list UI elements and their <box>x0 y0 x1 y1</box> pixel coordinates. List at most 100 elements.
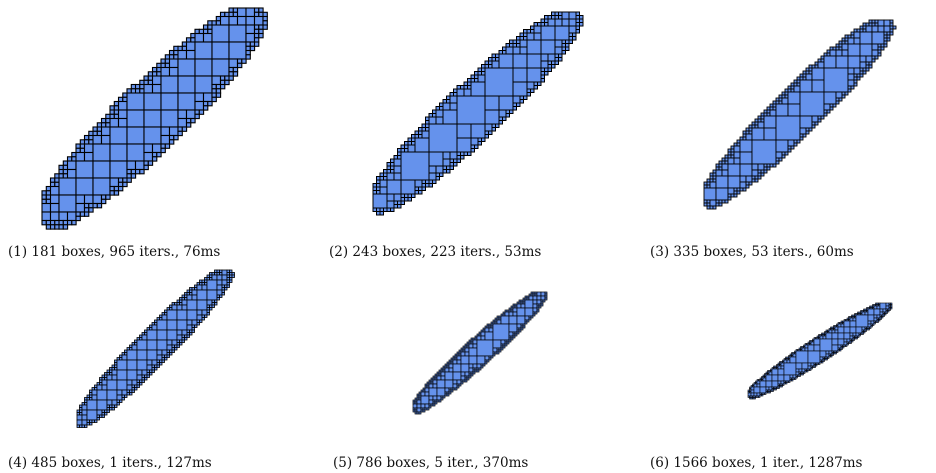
subdivision-box <box>194 58 213 77</box>
subdivision-box <box>505 113 510 118</box>
panel-3-caption: (3) 335 boxes, 53 iters., 60ms <box>650 244 854 260</box>
subdivision-box <box>840 347 843 350</box>
subdivision-box <box>498 120 503 125</box>
subdivision-box <box>186 324 193 331</box>
subdivision-box <box>876 320 879 323</box>
subdivision-box <box>547 15 552 20</box>
subdivision-box <box>855 337 858 340</box>
subdivision-box <box>126 379 133 386</box>
subdivision-box <box>843 332 851 340</box>
subdivision-box <box>236 15 247 26</box>
subdivision-box <box>512 53 528 69</box>
subdivision-box <box>488 57 493 62</box>
subdivision-box <box>420 403 426 409</box>
subdivision-box <box>453 92 458 97</box>
subdivision-box <box>91 394 98 401</box>
subdivision-box <box>111 374 118 381</box>
subdivision-box <box>709 205 714 210</box>
subdivision-box <box>544 67 549 72</box>
subdivision-box <box>753 386 761 394</box>
subdivision-box <box>428 183 433 188</box>
subdivision-box <box>411 193 416 198</box>
subdivision-box <box>801 362 809 370</box>
subdivision-box <box>168 134 175 141</box>
subdivision-box <box>136 374 143 381</box>
subdivision-box <box>84 424 88 428</box>
subdivision-box <box>841 40 846 45</box>
subdivision-box <box>547 18 556 27</box>
subdivision-box <box>414 130 419 135</box>
subdivision-box <box>540 22 545 27</box>
subdivision-box <box>435 109 444 118</box>
subdivision-box <box>89 422 93 426</box>
subdivision-box <box>253 41 260 47</box>
subdivision-box <box>221 274 228 281</box>
subdivision-box <box>117 185 124 192</box>
subdivision-box <box>470 148 475 153</box>
subdivision-box <box>751 139 777 165</box>
subdivision-box <box>147 160 154 166</box>
subdivision-box <box>859 73 864 78</box>
subdivision-box <box>777 386 780 389</box>
subdivision-box <box>830 355 833 358</box>
subdivision-box <box>428 405 432 409</box>
subdivision-box <box>75 202 86 213</box>
subdivision-box <box>464 379 468 383</box>
subdivision-box <box>756 380 761 385</box>
subdivision-box <box>226 284 230 288</box>
subdivision-box <box>575 11 580 16</box>
subdivision-box <box>768 371 773 376</box>
subdivision-box <box>198 109 205 115</box>
subdivision-box <box>376 186 381 191</box>
subdivision-box <box>759 380 767 388</box>
subdivision-box <box>768 386 773 391</box>
subdivision-box <box>245 24 256 35</box>
panel-1-caption: (1) 181 boxes, 965 iters., 76ms <box>8 244 221 260</box>
subdivision-box <box>393 200 398 205</box>
subdivision-box <box>71 219 77 226</box>
subdivision-box <box>126 109 145 128</box>
subdivision-box <box>245 49 251 56</box>
subdivision-box <box>885 305 890 310</box>
subdivision-box <box>424 391 430 397</box>
subdivision-box <box>847 37 855 45</box>
subdivision-box <box>400 193 405 198</box>
subdivision-box <box>156 339 168 351</box>
subdivision-box <box>436 395 442 401</box>
subdivision-box <box>432 403 436 407</box>
subdivision-box <box>703 202 708 207</box>
subdivision-box <box>799 127 807 135</box>
subdivision-box <box>484 67 514 97</box>
subdivision-box <box>554 18 563 27</box>
subdivision-box <box>532 307 538 313</box>
subdivision-box <box>889 19 894 24</box>
subdivision-box <box>575 29 580 34</box>
subdivision-box <box>166 339 173 346</box>
subdivision-box <box>88 207 94 213</box>
subdivision-box <box>221 292 225 296</box>
subdivision-box <box>171 349 175 353</box>
subdivision-box <box>509 109 514 114</box>
subdivision-box <box>466 377 470 381</box>
subdivision-box <box>160 134 171 145</box>
subdivision-box <box>202 32 213 43</box>
subdivision-box <box>828 329 833 334</box>
subdivision-box <box>512 46 521 55</box>
subdivision-box <box>449 92 454 97</box>
subdivision-box <box>418 186 423 191</box>
subdivision-box <box>196 309 203 316</box>
subdivision-box <box>442 158 451 167</box>
subdivision-box <box>750 386 755 391</box>
subdivision-box <box>759 386 767 394</box>
subdivision-box <box>715 187 729 201</box>
subdivision-box <box>780 385 783 388</box>
subdivision-box <box>771 368 779 376</box>
subdivision-box <box>498 109 507 118</box>
subdivision-box <box>372 193 388 209</box>
subdivision-box <box>177 49 188 60</box>
subdivision-box <box>838 40 843 45</box>
subdivision-box <box>160 143 166 149</box>
subdivision-box <box>791 379 794 382</box>
subdivision-box <box>864 311 869 316</box>
subdivision-box <box>855 314 869 328</box>
